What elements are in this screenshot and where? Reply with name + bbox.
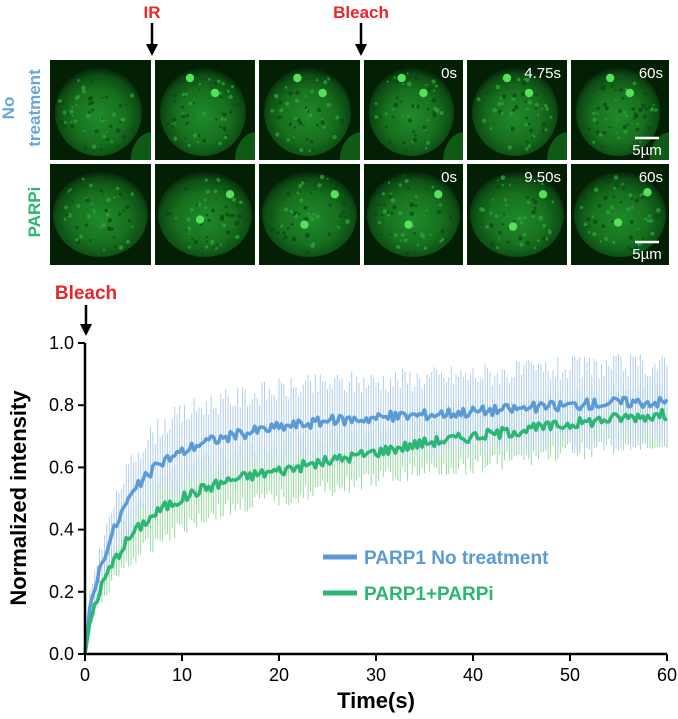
nucleus (53, 172, 148, 257)
focus-spot (538, 190, 548, 199)
microscopy-panels: 0s 0s 4.75s 9.50s 60s 60s 5µm 5µm (50, 60, 669, 265)
focus-spot (502, 73, 512, 83)
series-line-no-treatment (83, 395, 669, 655)
image-panel (364, 164, 463, 265)
row1-time-label: 0s (441, 65, 457, 82)
row2-time-label: 0s (441, 169, 457, 186)
nucleus (472, 68, 558, 156)
focus-spot (606, 73, 615, 83)
image-panel (467, 60, 567, 160)
nucleus (368, 68, 455, 156)
y-tick-label: 0.8 (49, 395, 74, 415)
neighbor-cell (547, 132, 567, 160)
focus-spot (434, 190, 443, 199)
legend-label-parpi: PARP1+PARPi (364, 584, 494, 605)
row1-label-line1: No (0, 97, 18, 120)
y-tick-label: 0.6 (49, 457, 74, 477)
x-tick-label: 60 (657, 665, 677, 685)
x-tick-label: 0 (80, 665, 90, 685)
scale-bar-label: 5µm (632, 246, 661, 263)
image-panel (155, 164, 255, 265)
focus-spot (397, 73, 406, 83)
row1-time-label: 60s (639, 65, 663, 82)
nucleus (264, 68, 351, 156)
x-tick-label: 30 (366, 665, 386, 685)
focus-spot (524, 88, 534, 98)
focus-spot (210, 88, 220, 98)
focus-spot (419, 88, 428, 98)
neighbor-cell (443, 132, 463, 160)
focus-spot (293, 73, 302, 83)
row2-label: PARPi (25, 187, 44, 238)
series-line-parpi (83, 407, 668, 655)
bleach-chart-label: Bleach (55, 283, 117, 304)
focus-spot (643, 188, 652, 197)
focus-spot (508, 222, 518, 231)
chart: Bleach 0 10 20 30 40 50 60 0.00.20.40.60.81.0 … (6, 283, 677, 713)
image-panel (155, 60, 255, 160)
image-panel (50, 164, 151, 265)
focus-spot (195, 215, 205, 224)
y-tick-label: 0.2 (49, 582, 74, 602)
row1-time-label: 4.75s (524, 65, 561, 82)
image-panel (467, 164, 567, 265)
ir-label: IR (144, 3, 161, 22)
nucleus (158, 172, 252, 257)
x-ticks: 0 10 20 30 40 50 60 (80, 654, 677, 685)
image-panel (259, 60, 360, 160)
y-tick-label: 0.0 (49, 644, 74, 664)
focus-spot (613, 218, 623, 227)
image-panel (50, 60, 151, 160)
neighbor-cell (235, 132, 255, 160)
x-tick-label: 40 (463, 665, 483, 685)
row2-time-label: 60s (639, 169, 663, 186)
focus-spot (625, 88, 634, 98)
row2-time-label: 9.50s (524, 169, 561, 186)
x-tick-label: 50 (560, 665, 580, 685)
image-panel (364, 60, 463, 160)
y-tick-label: 0.4 (49, 520, 74, 540)
neighbor-cell (339, 132, 360, 160)
focus-spot (185, 73, 195, 83)
bleach-top-label: Bleach (333, 3, 389, 22)
y-tick-label: 1.0 (49, 333, 74, 353)
bleach-top-arrow-head (355, 44, 367, 56)
x-tick-label: 20 (269, 665, 289, 685)
focus-spot (318, 88, 327, 98)
image-panel (259, 164, 360, 265)
image-panel (571, 60, 669, 160)
series-lines (83, 395, 669, 655)
focus-spot (225, 190, 235, 199)
focus-spot (300, 220, 309, 229)
x-tick-label: 10 (172, 665, 192, 685)
nucleus (160, 68, 246, 156)
scale-bar-label: 5µm (632, 142, 661, 159)
y-ticks: 0.0 0.2 0.4 0.6 0.8 1.0 (49, 333, 85, 664)
neighbor-cell (649, 132, 669, 160)
y-axis-title: Normalized intensity (6, 390, 31, 606)
image-panel (571, 164, 669, 265)
nucleus (55, 68, 142, 156)
legend-label-no-treatment: PARP1 No treatment (364, 548, 549, 569)
focus-spot (330, 190, 339, 199)
ir-arrow-head (146, 44, 158, 56)
bleach-chart-arrow-head (80, 324, 92, 336)
focus-spot (404, 220, 413, 229)
neighbor-cell (130, 132, 151, 160)
row1-label-line2: treatment (25, 69, 44, 147)
x-axis-title: Time(s) (337, 688, 415, 713)
